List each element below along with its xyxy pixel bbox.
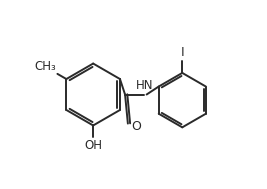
Text: O: O (131, 120, 141, 133)
Text: CH₃: CH₃ (35, 60, 57, 73)
Text: OH: OH (84, 139, 102, 152)
Text: HN: HN (135, 79, 153, 92)
Text: I: I (180, 46, 184, 59)
